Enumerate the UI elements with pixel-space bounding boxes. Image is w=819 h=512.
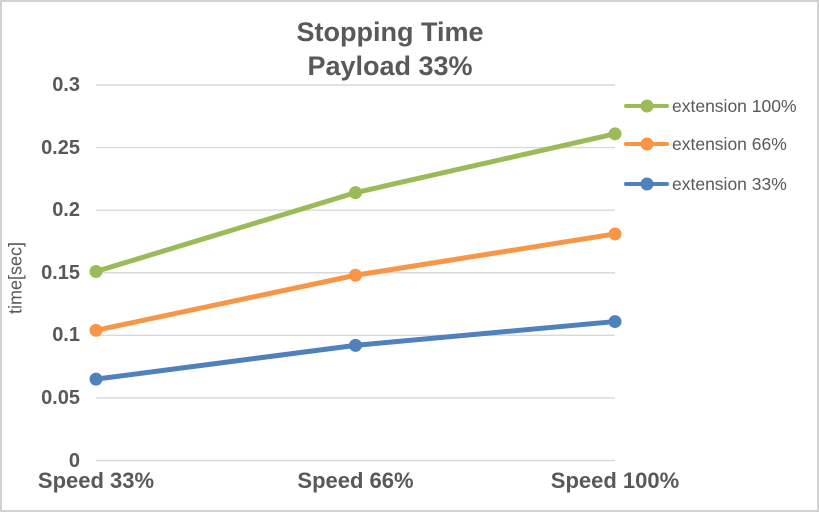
data-point-marker xyxy=(608,315,622,329)
legend-line-sample-icon xyxy=(624,177,669,191)
y-tick-label: 0.15 xyxy=(41,261,80,284)
y-tick-label: 0 xyxy=(68,449,80,472)
y-tick-label: 0.3 xyxy=(52,74,80,96)
data-point-marker xyxy=(89,372,103,386)
legend-label: extension 66% xyxy=(672,133,787,154)
legend-marker-dot-icon xyxy=(640,137,653,151)
legend-item: extension 33% xyxy=(624,172,787,196)
y-tick-label: 0.25 xyxy=(41,136,80,159)
legend-item: extension 66% xyxy=(624,132,787,156)
chart-title-line2: Payload 33% xyxy=(307,51,473,81)
x-tick-label: Speed 100% xyxy=(550,468,680,493)
legend-label: extension 33% xyxy=(672,173,787,194)
legend-label: extension 100% xyxy=(672,95,797,116)
y-tick-label: 0.1 xyxy=(52,324,80,347)
data-point-marker xyxy=(89,323,103,337)
y-tick-label: 0.2 xyxy=(52,199,80,222)
legend-line-sample-icon xyxy=(624,137,669,151)
x-tick-label: Speed 33% xyxy=(37,468,155,493)
chart-title: Stopping Time Payload 33% xyxy=(2,15,778,83)
data-point-marker xyxy=(349,338,362,352)
data-point-marker xyxy=(608,127,622,141)
legend-line-sample-icon xyxy=(624,99,669,113)
x-tick-label: Speed 66% xyxy=(297,468,414,493)
legend-marker-dot-icon xyxy=(640,99,653,113)
data-point-marker xyxy=(89,264,103,278)
chart-title-line1: Stopping Time xyxy=(296,17,484,47)
data-point-marker xyxy=(349,268,362,282)
data-point-marker xyxy=(349,186,362,200)
legend-item: extension 100% xyxy=(624,94,797,118)
data-point-marker xyxy=(608,227,622,241)
legend-marker-dot-icon xyxy=(640,177,653,191)
y-tick-label: 0.05 xyxy=(41,386,80,409)
